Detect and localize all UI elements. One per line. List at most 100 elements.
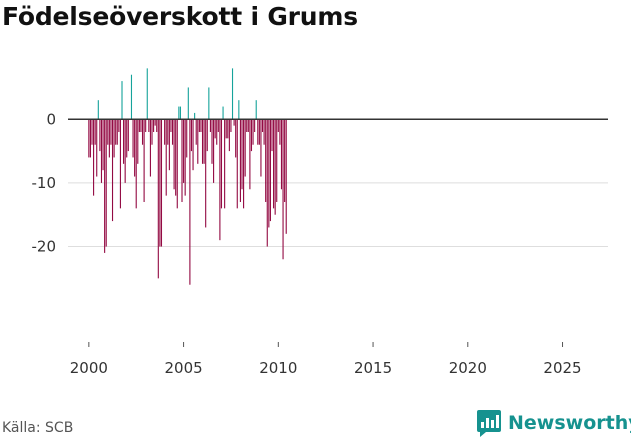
bar-negative (200, 119, 202, 132)
bar-positive (130, 74, 133, 120)
bar-negative (113, 119, 115, 158)
x-tick-label: 2015 (354, 359, 392, 377)
bar-negative (116, 119, 118, 145)
bar-positive (255, 100, 257, 120)
bar-negative (145, 119, 147, 132)
bar-negative (282, 119, 284, 260)
bar-negative (235, 119, 237, 158)
bar-positive (97, 100, 99, 120)
bar-negative (190, 119, 193, 152)
bar-negative (284, 119, 286, 202)
bar-negative (153, 119, 155, 132)
bar-negative (151, 119, 153, 145)
bar-negative (249, 119, 251, 190)
bar-negative (135, 119, 137, 209)
x-tick-label: 2010 (259, 359, 297, 377)
x-tick-label: 2000 (70, 359, 108, 377)
bar-negative (189, 119, 191, 285)
bar-negative (164, 119, 166, 145)
bar-negative (228, 119, 230, 152)
bar-negative (119, 119, 121, 209)
bar-negative (165, 119, 167, 196)
bar-negative (220, 119, 223, 209)
bar-positive (194, 112, 196, 120)
bar-negative (250, 119, 253, 152)
bar-negative (141, 119, 144, 145)
bar-negative (243, 119, 245, 209)
bar-positive (238, 100, 240, 120)
bar-negative (134, 119, 136, 177)
bar-positive (231, 68, 234, 120)
bar-negative (217, 119, 219, 132)
bar-negative (254, 119, 256, 132)
bar-negative (269, 119, 271, 222)
y-tick-label: -10 (32, 174, 57, 192)
bar-positive (179, 106, 181, 120)
bar-negative (171, 119, 174, 145)
y-axis-ticks: -20 -10 0 (32, 110, 57, 255)
newsworthy-logo-icon (477, 410, 501, 437)
bar-negative (126, 119, 128, 158)
bar-positive (121, 81, 123, 120)
bar-negative (138, 119, 140, 132)
bar-negative (104, 119, 106, 253)
x-tick-label: 2020 (449, 359, 487, 377)
bar-negative (137, 119, 139, 164)
bar-negative (239, 119, 241, 202)
bar-negative (132, 119, 134, 158)
bar-negative (195, 119, 197, 145)
bar-negative (274, 119, 276, 215)
bar-negative (118, 119, 120, 132)
bar-negative (89, 119, 91, 158)
bar-negative (107, 119, 109, 145)
bar-negative (205, 119, 207, 228)
bar-negative (167, 119, 169, 145)
bar-negative (285, 119, 287, 234)
bar-negative (266, 119, 268, 247)
bar-negative (157, 119, 159, 279)
bar-negative (224, 119, 226, 209)
brand-logo: Newsworthy (476, 408, 631, 438)
bar-negative (213, 119, 215, 183)
bar-negative (123, 119, 125, 164)
bar-negative (160, 119, 163, 247)
bar-negative (233, 119, 235, 126)
y-tick-label: 0 (46, 110, 56, 128)
bar-negative (96, 119, 98, 177)
bar-negative (225, 119, 227, 139)
bar-negative (244, 119, 246, 177)
bar-negative (271, 119, 273, 152)
bar-negative (173, 119, 175, 190)
x-tick-label: 2025 (543, 359, 581, 377)
bar-chart: -20 -10 0 2000 2005 2010 2015 2020 2025 (32, 68, 608, 377)
bar-negative (247, 119, 249, 132)
bar-negative (143, 119, 145, 202)
bar-negative (100, 119, 103, 183)
bar-negative (156, 119, 158, 132)
bar-negative (93, 119, 95, 196)
bar-negative (176, 119, 178, 209)
bar-negative (261, 119, 264, 132)
bar-negative (265, 119, 267, 202)
source-label: Källa: SCB (2, 420, 74, 436)
chart-title: Födelseöverskott i Grums (2, 2, 358, 31)
bar-negative (273, 119, 275, 209)
bar-negative (111, 119, 114, 222)
bars (88, 68, 287, 285)
bar-negative (159, 119, 161, 247)
x-axis-ticks: 2000 2005 2010 2015 2020 2025 (70, 342, 582, 377)
bar-negative (258, 119, 260, 145)
bar-negative (192, 119, 194, 171)
bar-negative (257, 119, 259, 145)
bar-negative (140, 119, 142, 132)
bar-negative (94, 119, 96, 145)
bar-negative (184, 119, 186, 196)
bar-positive (208, 87, 210, 120)
bar-negative (263, 119, 265, 145)
bar-negative (115, 119, 117, 145)
gridlines (68, 182, 608, 248)
bar-negative (246, 119, 248, 132)
bar-negative (124, 119, 126, 183)
bar-negative (186, 119, 188, 158)
brand-name: Newsworthy (508, 412, 631, 434)
